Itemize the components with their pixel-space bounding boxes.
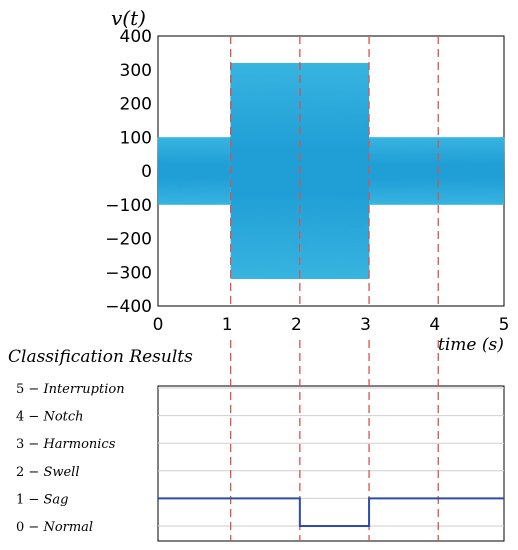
waveform-oscillation-0 bbox=[157, 137, 231, 205]
voltage-waveform bbox=[157, 62, 505, 280]
voltage-y-tick-label: −400 bbox=[105, 297, 152, 317]
classification-plot: Classification Results 5 − Interruption 4… bbox=[8, 340, 505, 542]
voltage-y-tick-label: −300 bbox=[105, 263, 152, 283]
classification-label-sag: 1 − Sag bbox=[16, 492, 68, 507]
voltage-x-tick-label: 2 bbox=[291, 315, 302, 335]
classification-label-interruption: 5 − Interruption bbox=[16, 382, 125, 397]
waveform-oscillation-2 bbox=[368, 137, 505, 205]
voltage-y-tick-label: 100 bbox=[120, 128, 152, 148]
voltage-y-tick-label: 400 bbox=[120, 27, 152, 47]
voltage-x-tick-label: 3 bbox=[360, 315, 371, 335]
classification-title: Classification Results bbox=[8, 347, 193, 367]
classification-step-line bbox=[158, 497, 504, 527]
classification-grid bbox=[158, 387, 504, 527]
voltage-y-axis-label: v(t) bbox=[111, 6, 146, 30]
voltage-x-tick-label: 4 bbox=[429, 315, 440, 335]
voltage-x-tick-label: 5 bbox=[499, 315, 510, 335]
voltage-y-tick-label: 0 bbox=[141, 162, 152, 182]
voltage-x-ticks: 0 1 2 3 4 5 bbox=[153, 315, 510, 335]
voltage-y-tick-label: −200 bbox=[105, 230, 152, 250]
voltage-y-ticks: 400 300 200 100 0 −100 −200 −300 −400 bbox=[105, 27, 152, 317]
classification-plot-frame bbox=[157, 385, 505, 542]
voltage-plot: 400 300 200 100 0 −100 −200 −300 −400 0 1 2 3 4 5 v(t… bbox=[105, 6, 509, 355]
voltage-x-tick-label: 0 bbox=[153, 315, 164, 335]
classification-label-swell: 2 − Swell bbox=[16, 465, 79, 480]
classification-result-line bbox=[158, 497, 504, 527]
classification-label-harmonics: 3 − Harmonics bbox=[16, 437, 116, 452]
voltage-event-boundaries bbox=[230, 36, 439, 306]
voltage-y-tick-label: −100 bbox=[105, 196, 152, 216]
classification-event-boundaries bbox=[230, 340, 439, 541]
voltage-x-tick-label: 1 bbox=[222, 315, 233, 335]
voltage-y-tick-label: 200 bbox=[120, 95, 152, 115]
time-axis-label: time (s) bbox=[438, 335, 504, 355]
classification-label-normal: 0 − Normal bbox=[16, 520, 93, 535]
classification-label-notch: 4 − Notch bbox=[16, 410, 84, 425]
voltage-y-tick-label: 300 bbox=[120, 61, 152, 81]
classification-category-labels: 5 − Interruption 4 − Notch 3 − Harmonics 2 … bbox=[16, 382, 125, 535]
